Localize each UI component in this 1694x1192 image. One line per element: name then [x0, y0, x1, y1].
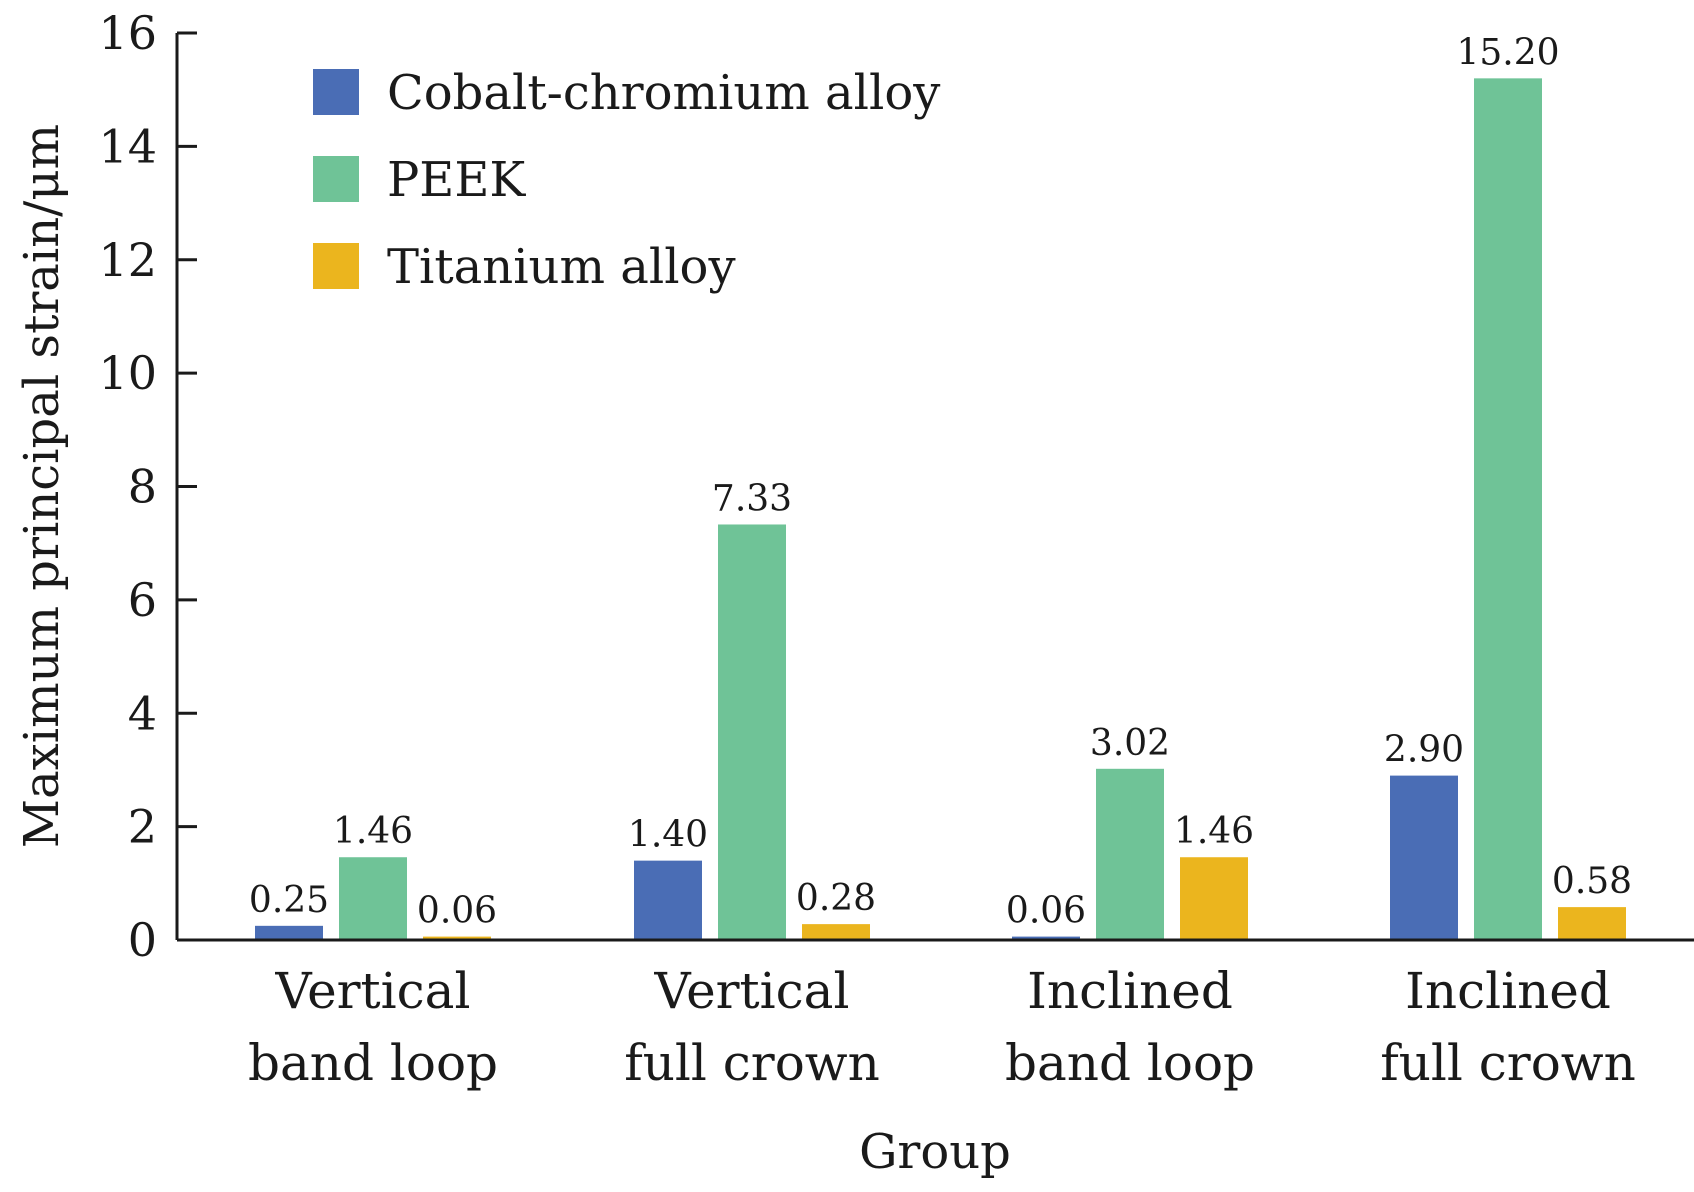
- x-category-label-line: full crown: [624, 1034, 880, 1092]
- y-axis-title: Maximum principal strain/μm: [14, 124, 70, 848]
- data-label: 0.06: [417, 891, 497, 932]
- bars-layer: 0.25 1.40 0.06 2.90 1.46 7.33 3.02 15.20 0.06 0.2…: [249, 32, 1632, 941]
- x-category-label: Vertical band loop: [248, 962, 498, 1092]
- bar: [1096, 768, 1164, 940]
- legend-swatch: [313, 156, 359, 202]
- x-category-label-line: band loop: [1005, 1034, 1255, 1092]
- y-ticks-layer: 0 2 4 6 8 10 12 14 16: [98, 6, 197, 967]
- y-tick-label: 2: [128, 800, 157, 854]
- data-label: 7.33: [712, 478, 792, 519]
- x-category-label: Vertical full crown: [624, 962, 880, 1092]
- x-axis-title: Group: [859, 1124, 1011, 1180]
- x-category-label-line: Vertical: [654, 962, 850, 1020]
- y-tick-label: 16: [98, 6, 157, 60]
- legend-label: PEEK: [387, 152, 526, 208]
- bar: [423, 936, 491, 940]
- legend-swatch: [313, 243, 359, 289]
- bar: [1180, 857, 1248, 940]
- x-category-label-line: full crown: [1380, 1034, 1636, 1092]
- data-label: 0.58: [1552, 861, 1632, 902]
- legend-swatch: [313, 69, 359, 115]
- y-tick-label: 4: [128, 686, 157, 740]
- data-label: 1.40: [628, 815, 708, 856]
- y-tick-label: 0: [128, 913, 157, 967]
- x-category-label: Inclined full crown: [1380, 962, 1636, 1092]
- bar: [1390, 775, 1458, 940]
- x-category-label-line: Inclined: [1027, 962, 1233, 1020]
- data-label: 3.02: [1090, 723, 1170, 764]
- data-label: 0.25: [249, 880, 329, 921]
- bar: [1012, 936, 1080, 940]
- legend: Cobalt-chromium alloy PEEK Titanium alloy: [313, 65, 940, 295]
- legend-label: Cobalt-chromium alloy: [387, 65, 940, 121]
- legend-label: Titanium alloy: [387, 239, 736, 295]
- data-label: 0.06: [1006, 891, 1086, 932]
- y-tick-label: 14: [98, 119, 157, 173]
- bar: [1474, 78, 1542, 941]
- x-category-label: Inclined band loop: [1005, 962, 1255, 1092]
- data-label: 15.20: [1456, 32, 1559, 73]
- x-category-label-line: Vertical: [275, 962, 471, 1020]
- bar: [718, 524, 786, 940]
- data-label: 1.46: [1174, 811, 1254, 852]
- data-label: 1.46: [333, 811, 413, 852]
- bar: [802, 924, 870, 940]
- data-label: 0.28: [796, 878, 876, 919]
- bar: [339, 857, 407, 940]
- y-tick-label: 10: [98, 346, 157, 400]
- data-label: 2.90: [1384, 730, 1464, 771]
- y-tick-label: 8: [128, 460, 157, 514]
- x-category-label-line: Inclined: [1405, 962, 1611, 1020]
- x-category-label-line: band loop: [248, 1034, 498, 1092]
- bar: [634, 860, 702, 940]
- y-tick-label: 6: [128, 573, 157, 627]
- y-tick-label: 12: [98, 233, 157, 287]
- bar: [255, 925, 323, 940]
- bar: [1558, 907, 1626, 940]
